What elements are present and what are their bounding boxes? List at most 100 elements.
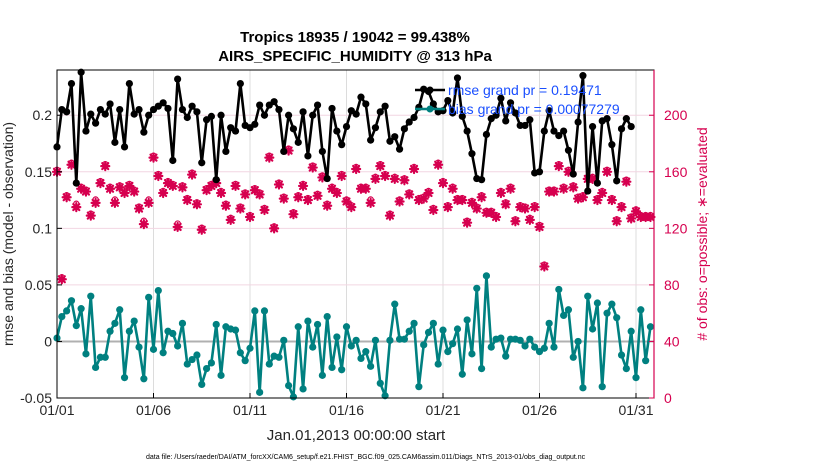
bias-point (502, 352, 510, 360)
obs-evaluated-point (293, 192, 304, 203)
obs-evaluated-glyph (616, 202, 627, 213)
obs-evaluated-glyph (621, 176, 632, 187)
bias-point (178, 319, 187, 327)
obs-evaluated-glyph (630, 206, 642, 217)
obs-evaluated-glyph (297, 180, 309, 192)
legend: rmse grand pr = 0.19471 bias grand pr = … (415, 82, 620, 117)
bias-point (367, 362, 375, 370)
obs-evaluated-point (370, 173, 381, 184)
rmse-point (72, 179, 80, 187)
bias-point (603, 309, 611, 317)
rmse-point (333, 127, 341, 135)
bias-point (526, 335, 534, 343)
left-tick-label: 0.2 (33, 107, 53, 123)
bias-point (125, 327, 133, 335)
bias-point (622, 364, 630, 373)
bias-point (318, 371, 326, 379)
obs-evaluated-glyph (273, 179, 285, 190)
obs-evaluated-point (616, 202, 627, 213)
rmse-point (627, 122, 635, 131)
rmse-point (260, 111, 269, 119)
bias-point (217, 371, 225, 379)
obs-evaluated-glyph (423, 187, 434, 199)
bias-point (569, 353, 577, 361)
rmse-point (540, 127, 548, 135)
obs-evaluated-glyph (515, 202, 526, 213)
rmse-point (164, 104, 172, 113)
obs-evaluated-glyph (486, 207, 497, 218)
obs-evaluated-point (389, 173, 400, 184)
rmse-point (217, 111, 225, 119)
bias-point (584, 292, 592, 300)
rmse-point (313, 101, 322, 109)
rmse-point (318, 147, 326, 156)
obs-evaluated-glyph (235, 203, 246, 214)
obs-evaluated-point (148, 152, 159, 163)
rmse-point (371, 124, 380, 132)
obs-evaluated-point (490, 211, 502, 223)
obs-evaluated-glyph (568, 182, 579, 193)
legend-bias-label: bias grand pr = 0.00077279 (448, 101, 620, 117)
obs-evaluated-glyph (457, 194, 468, 206)
obs-evaluated-glyph (447, 183, 458, 194)
obs-evaluated-glyph (138, 219, 149, 230)
x-axis-ticks: 01/01 01/06 01/11 01/16 01/21 01/26 01/31 (39, 393, 654, 418)
obs-evaluated-glyph (249, 185, 260, 196)
rmse-point (275, 105, 283, 114)
bias-point (521, 342, 529, 350)
obs-evaluated-glyph (177, 182, 188, 193)
bias-series (53, 272, 655, 401)
bias-point (174, 342, 182, 350)
obs-evaluated-point (428, 204, 439, 216)
bias-point (92, 363, 100, 372)
obs-evaluated-point (133, 203, 145, 214)
obs-evaluated-glyph (215, 187, 227, 199)
bias-point (135, 343, 143, 351)
obs-evaluated-glyph (563, 166, 574, 177)
obs-evaluated-point (66, 159, 77, 170)
rmse-point (222, 147, 230, 156)
obs-evaluated-point (510, 216, 521, 227)
obs-evaluated-point (61, 192, 72, 203)
obs-evaluated-point (519, 203, 531, 214)
obs-evaluated-point (336, 170, 347, 182)
rmse-point (405, 118, 413, 126)
right-tick-label: 200 (664, 107, 688, 123)
rmse-point (468, 150, 476, 158)
obs-evaluated-point (317, 172, 328, 183)
obs-evaluated-glyph (158, 187, 169, 199)
obs-evaluated-glyph (191, 199, 203, 210)
bias-point (231, 326, 240, 334)
rmse-point (367, 136, 375, 144)
bias-point (285, 381, 293, 390)
bias-point (598, 383, 606, 391)
obs-evaluated-glyph (172, 221, 183, 233)
obs-evaluated-point (534, 221, 545, 233)
rmse-point (270, 98, 278, 106)
bias-point (280, 336, 288, 344)
rmse-point (395, 145, 404, 153)
obs-evaluated-glyph (278, 193, 289, 204)
obs-evaluated-glyph (466, 197, 478, 208)
rmse-point (497, 94, 505, 102)
rmse-point (193, 108, 201, 116)
obs-evaluated-glyph (196, 224, 207, 235)
obs-evaluated-glyph (394, 196, 405, 207)
obs-evaluated-glyph (264, 152, 275, 163)
bias-point (265, 360, 273, 368)
rmse-point (550, 127, 558, 135)
bias-point (67, 297, 76, 305)
obs-evaluated-glyph (201, 185, 212, 196)
obs-evaluated-point (394, 196, 405, 207)
rmse-point (106, 100, 114, 108)
right-axis-ticks: 0 40 80 120 160 200 (649, 107, 688, 406)
bias-point (579, 384, 587, 392)
rmse-point (82, 127, 90, 135)
obs-evaluated-point (375, 161, 386, 172)
obs-evaluated-glyph (100, 161, 111, 172)
obs-evaluated-glyph (428, 204, 439, 216)
obs-evaluated-point (215, 187, 227, 199)
obs-evaluated-glyph (389, 173, 400, 184)
obs-evaluated-point (495, 187, 506, 199)
